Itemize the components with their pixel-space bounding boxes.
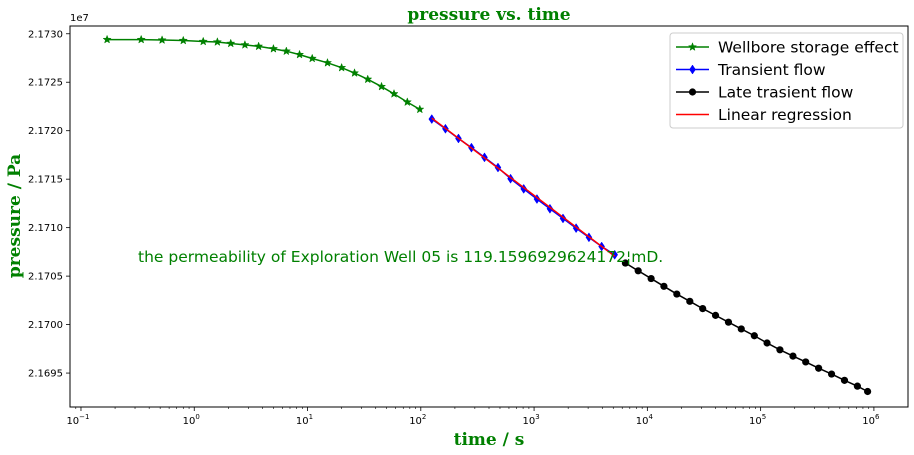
data-point [853, 382, 861, 390]
data-point [750, 332, 758, 340]
y-tick-label: 2.1715 [28, 175, 63, 186]
data-point [102, 34, 112, 44]
y-tick-label: 2.1710 [28, 223, 63, 234]
data-point [253, 41, 264, 51]
data-point [621, 259, 629, 267]
data-point [864, 387, 872, 396]
chart-title: pressure vs. time [407, 5, 570, 25]
permeability-annotation: the permeability of Exploration Well 05 … [138, 248, 663, 266]
data-point [699, 304, 707, 313]
data-point [212, 37, 223, 46]
data-point [660, 282, 668, 290]
x-tick-exponent: 1 [309, 413, 313, 421]
data-point [376, 81, 387, 91]
x-tick-label: 100 [183, 413, 200, 427]
y-tick-label: 2.1730 [28, 29, 63, 40]
data-point [559, 213, 567, 224]
data-point [711, 311, 720, 319]
data-point [840, 376, 849, 384]
data-point [776, 346, 784, 354]
x-axis-label: time / s [454, 430, 525, 450]
data-point [546, 203, 554, 214]
x-tick-exponent: 0 [195, 413, 199, 421]
x-tick-label: 106 [862, 413, 880, 427]
legend-label: Late trasient flow [718, 84, 854, 102]
y-tick-label: 2.1695 [28, 369, 63, 380]
legend-box [669, 32, 904, 129]
legend-entry: Late trasient flow [676, 84, 854, 102]
x-tick-label: 104 [636, 413, 654, 427]
x-tick-exponent: 5 [762, 413, 766, 421]
series-layer [102, 34, 872, 396]
legend-label: Linear regression [718, 106, 852, 124]
data-point [815, 364, 823, 372]
x-tick-label: 103 [522, 413, 539, 427]
data-point [802, 358, 810, 366]
data-point [763, 339, 771, 347]
y-axis-ticks: 2.1695 2.1700 2.1705 2.1710 2.1715 2.1720 2.17… [28, 29, 70, 380]
data-point [268, 43, 279, 53]
x-tick-label: 10−1 [66, 413, 89, 427]
y-tick-label: 2.1700 [28, 320, 63, 331]
legend-label: Transient flow [717, 61, 826, 79]
data-point [307, 53, 317, 63]
data-point [737, 325, 745, 333]
data-point [198, 36, 208, 46]
data-point [634, 267, 642, 275]
data-point [240, 39, 250, 49]
series-wellbore-storage-effect [102, 34, 425, 114]
data-point [157, 35, 167, 45]
data-point [322, 57, 333, 67]
y-tick-label: 2.1720 [28, 126, 63, 137]
data-point [294, 49, 305, 59]
data-point [389, 88, 399, 98]
legend-marker [689, 64, 696, 75]
y-tick-label: 2.1725 [28, 78, 63, 89]
x-tick-exponent: 2 [422, 413, 426, 421]
data-point [428, 114, 436, 125]
y-offset-label: 1e7 [70, 13, 89, 24]
x-tick-label: 101 [296, 413, 313, 427]
x-tick-exponent: 4 [648, 413, 653, 421]
legend-entry: Wellbore storage effect [676, 39, 899, 57]
legend-items: Wellbore storage effect Transient flow Lat… [676, 39, 899, 124]
x-axis-ticks: 10−1 100 101 102 103 104 105 106 [66, 407, 880, 427]
data-point [724, 318, 733, 326]
y-tick-label: 2.1705 [28, 272, 63, 283]
data-point [136, 34, 146, 44]
x-tick-label: 105 [749, 413, 766, 427]
data-point [789, 352, 797, 360]
data-point [827, 370, 836, 378]
legend-label: Wellbore storage effect [718, 39, 899, 57]
legend-marker [687, 42, 698, 51]
data-point [178, 35, 188, 45]
series-line [431, 117, 616, 257]
data-point [363, 74, 373, 84]
x-tick-exponent: 6 [875, 413, 880, 421]
legend-entry: Transient flow [676, 61, 826, 79]
series-linear-regression [431, 117, 616, 257]
data-point [611, 249, 619, 260]
legend: Wellbore storage effect Transient flow Lat… [669, 32, 904, 129]
data-point [520, 183, 528, 194]
data-point [686, 297, 694, 305]
x-tick-exponent: 3 [535, 413, 539, 421]
data-point [647, 274, 655, 283]
series-late-trasient-flow [621, 259, 872, 396]
data-point [349, 68, 360, 78]
legend-entry: Linear regression [676, 106, 852, 124]
data-point [673, 290, 681, 298]
data-point [281, 46, 292, 56]
data-point [415, 104, 425, 114]
x-tick-label: 102 [409, 413, 426, 427]
data-point [336, 62, 347, 72]
legend-marker [688, 88, 697, 96]
data-point [226, 38, 236, 48]
x-tick-exponent: −1 [79, 413, 89, 421]
data-point [402, 97, 412, 107]
y-axis-label: pressure / Pa [5, 154, 25, 278]
